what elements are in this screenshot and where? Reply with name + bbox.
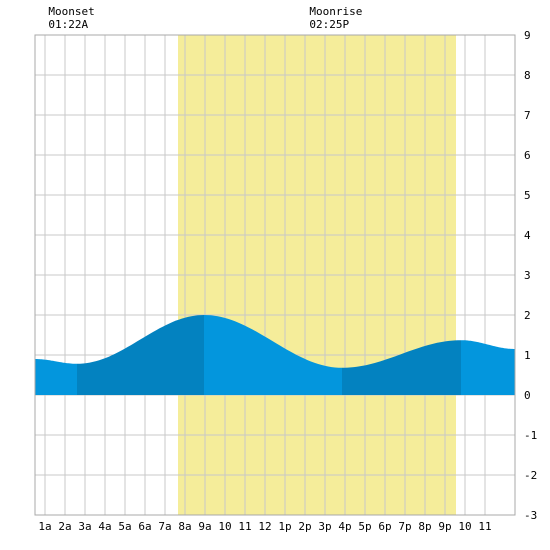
y-tick-label-0: 0 [524, 389, 531, 402]
x-tick-label-4: 5a [118, 520, 131, 533]
y-tick-label-7: 7 [524, 109, 531, 122]
y-tick-label-5: 5 [524, 189, 531, 202]
moon-event-time-0: 01:22A [48, 18, 89, 31]
x-tick-label-9: 10 [218, 520, 231, 533]
x-tick-label-10: 11 [238, 520, 251, 533]
y-tick-label--1: -1 [524, 429, 537, 442]
x-tick-label-12: 1p [278, 520, 291, 533]
moon-event-label-1: Moonrise [309, 5, 363, 18]
x-tick-label-1: 2a [58, 520, 71, 533]
x-tick-label-6: 7a [158, 520, 171, 533]
y-tick-label-9: 9 [524, 29, 531, 42]
y-tick-label-2: 2 [524, 309, 531, 322]
tide-segment-4 [461, 340, 515, 395]
y-tick-label--3: -3 [524, 509, 537, 522]
y-tick-label-4: 4 [524, 229, 531, 242]
y-tick-label--2: -2 [524, 469, 537, 482]
y-axis-tick-labels: -3 -2 -1 0 1 2 3 4 5 6 7 8 9 [524, 29, 537, 522]
x-axis-tick-labels: 1a 2a 3a 4a 5a 6a 7a 8a 9a 10 11 12 1p 2p 3p 4p 5p 6p 7p 8p… [38, 520, 491, 533]
tide-segment-1 [77, 315, 204, 395]
x-tick-label-16: 5p [358, 520, 371, 533]
x-tick-label-8: 9a [198, 520, 211, 533]
x-tick-label-13: 2p [298, 520, 311, 533]
x-tick-label-22: 11 [478, 520, 491, 533]
y-tick-label-6: 6 [524, 149, 531, 162]
x-tick-label-11: 12 [258, 520, 271, 533]
moon-event-label-0: Moonset [48, 5, 95, 18]
plot-border [34, 34, 516, 516]
x-tick-label-5: 6a [138, 520, 151, 533]
x-tick-label-2: 3a [78, 520, 91, 533]
x-tick-label-21: 10 [458, 520, 471, 533]
tide-segment-3 [342, 340, 461, 395]
tide-area [35, 315, 515, 395]
x-tick-label-14: 3p [318, 520, 331, 533]
x-tick-label-18: 7p [398, 520, 411, 533]
x-tick-label-7: 8a [178, 520, 191, 533]
x-tick-label-19: 8p [418, 520, 431, 533]
y-tick-label-3: 3 [524, 269, 531, 282]
x-tick-label-0: 1a [38, 520, 51, 533]
y-tick-label-8: 8 [524, 69, 531, 82]
x-tick-label-3: 4a [98, 520, 111, 533]
tide-segment-2 [204, 315, 342, 395]
x-tick-label-20: 9p [438, 520, 451, 533]
x-tick-label-15: 4p [338, 520, 351, 533]
moon-event-time-1: 02:25P [309, 18, 350, 31]
x-tick-label-17: 6p [378, 520, 391, 533]
y-tick-label-1: 1 [524, 349, 531, 362]
tide-segment-0 [35, 359, 77, 395]
